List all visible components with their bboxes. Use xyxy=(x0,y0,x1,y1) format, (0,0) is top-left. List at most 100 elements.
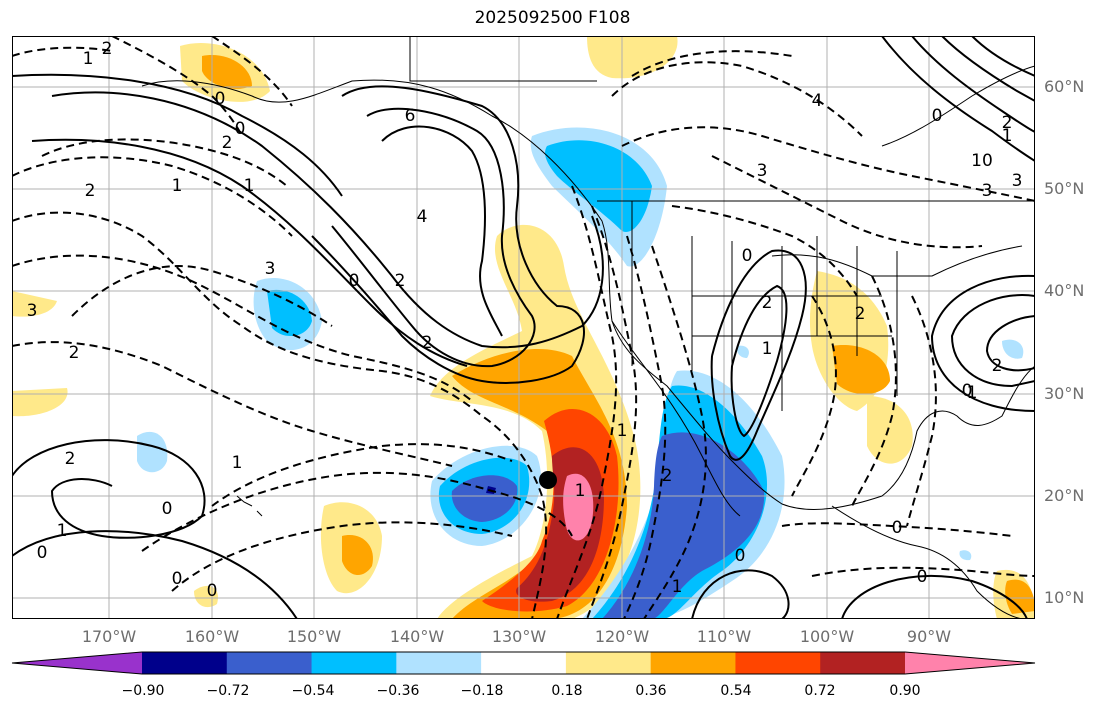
contour-label: 1 xyxy=(232,453,243,473)
contour-label: 0 xyxy=(207,581,218,601)
colorbar-tick: 0.54 xyxy=(720,683,752,699)
dashed-contour xyxy=(791,295,837,497)
colorbar-cell xyxy=(226,652,313,674)
dashed-contour xyxy=(623,235,667,619)
solid-contour xyxy=(930,274,1035,412)
contour-label: 0 xyxy=(932,106,943,126)
negative-anomaly-lightblue xyxy=(959,550,972,561)
positive-anomaly-orange xyxy=(202,55,252,89)
solid-contour xyxy=(941,36,1035,102)
dashed-contour xyxy=(12,46,113,57)
contour-label: 4 xyxy=(812,91,823,111)
negative-anomaly-lightblue xyxy=(1002,339,1024,359)
lon-label: 160°W xyxy=(184,627,240,646)
dashed-contour xyxy=(611,61,863,137)
lon-label: 170°W xyxy=(81,627,137,646)
contour-label: 1 xyxy=(672,577,683,597)
colorbar xyxy=(11,651,1036,675)
lon-label: 90°W xyxy=(906,627,952,646)
dashed-contour xyxy=(643,245,707,619)
colorbar-tick: 0.72 xyxy=(804,683,836,699)
solid-contour xyxy=(841,574,1028,619)
solid-contour xyxy=(911,36,1035,133)
contour-label: 6 xyxy=(405,106,416,126)
colorbar-cell xyxy=(481,652,567,674)
solid-contour xyxy=(710,249,807,461)
dashed-contour xyxy=(41,138,288,187)
contour-label: 0 xyxy=(349,271,360,291)
graticule xyxy=(12,36,1035,619)
lat-label: 40°N xyxy=(1044,281,1085,300)
solid-contour xyxy=(12,73,343,197)
negative-anomaly-blue xyxy=(545,140,652,232)
dashed-contour xyxy=(586,205,638,619)
lon-label: 150°W xyxy=(286,627,342,646)
storm-center-marker xyxy=(539,471,557,489)
solid-contour xyxy=(985,315,1035,372)
lon-label: 110°W xyxy=(696,627,752,646)
contour-label: 2 xyxy=(1002,113,1013,133)
positive-anomaly-yellow xyxy=(867,396,913,464)
colorbar-cell xyxy=(142,652,228,674)
dashed-contour xyxy=(211,443,513,507)
colorbar-tick: 0.18 xyxy=(551,683,583,699)
negative-anomaly-lightblue xyxy=(736,345,749,358)
colorbar-cell xyxy=(650,652,736,674)
dashed-contour xyxy=(851,275,897,507)
solid-contour xyxy=(311,85,585,384)
contour-label: 0 xyxy=(962,381,973,401)
contour-label: 1 xyxy=(762,339,773,359)
contour-label: 2 xyxy=(65,449,76,469)
contour-label: 2 xyxy=(855,304,866,324)
contour-label: 0 xyxy=(892,518,903,538)
positive-anomaly-orange xyxy=(1005,579,1035,614)
positive-anomaly-yellow xyxy=(587,36,678,79)
dashed-contour xyxy=(71,265,333,327)
solid-contour xyxy=(31,138,468,367)
contour-labels: 2 1 0 0 2 1 1 6 4 2 0 3 2 3 2 1 0 2 1 0 … xyxy=(27,39,1023,601)
lat-label: 10°N xyxy=(1044,588,1085,607)
height-contours xyxy=(12,36,1035,619)
contour-label: 1 xyxy=(57,521,68,541)
dashed-contour xyxy=(12,341,453,467)
solid-contour xyxy=(971,36,1035,77)
contour-label: 1 xyxy=(617,421,628,441)
dashed-contour xyxy=(211,36,293,107)
contour-label: 2 xyxy=(222,133,233,153)
positive-anomaly-pink xyxy=(563,473,594,541)
lon-label: 130°W xyxy=(491,627,547,646)
positive-anomaly-orange xyxy=(832,345,890,395)
forecast-map: 2 1 0 0 2 1 1 6 4 2 0 3 2 3 2 1 0 2 1 0 … xyxy=(12,36,1035,619)
contour-label: 1 xyxy=(172,176,183,196)
colorbar-tick: −0.90 xyxy=(121,683,165,699)
dashed-contour xyxy=(671,205,858,297)
contour-label: 2 xyxy=(762,293,773,313)
solid-contour xyxy=(691,569,790,619)
contour-label: 0 xyxy=(172,569,183,589)
dashed-contour xyxy=(781,522,1013,537)
colorbar-tick: 0.90 xyxy=(889,683,921,699)
positive-anomaly-yellow xyxy=(12,388,68,417)
solid-contour xyxy=(51,91,604,349)
dashed-contour xyxy=(906,295,937,527)
lat-label: 30°N xyxy=(1044,384,1085,403)
positive-anomaly-yellow xyxy=(12,291,57,317)
colorbar-cell xyxy=(396,652,482,674)
contour-label: 2 xyxy=(85,181,96,201)
dashed-contour xyxy=(111,36,243,137)
lat-label: 20°N xyxy=(1044,486,1085,505)
dashed-contour xyxy=(12,211,548,619)
positive-anomaly-orange xyxy=(342,535,373,576)
colorbar-outline xyxy=(11,651,1036,675)
contour-label: 0 xyxy=(742,246,753,266)
contour-label: 1 xyxy=(575,481,586,501)
dashed-contour xyxy=(711,155,983,249)
contour-label: 2 xyxy=(422,333,433,353)
lat-label: 50°N xyxy=(1044,179,1085,198)
contour-label: 0 xyxy=(37,543,48,563)
lon-label: 140°W xyxy=(389,627,445,646)
contour-label: 0 xyxy=(735,546,746,566)
contour-label: 2 xyxy=(102,39,113,59)
solid-contour xyxy=(881,36,1035,162)
colorbar-tick: 0.36 xyxy=(635,683,667,699)
